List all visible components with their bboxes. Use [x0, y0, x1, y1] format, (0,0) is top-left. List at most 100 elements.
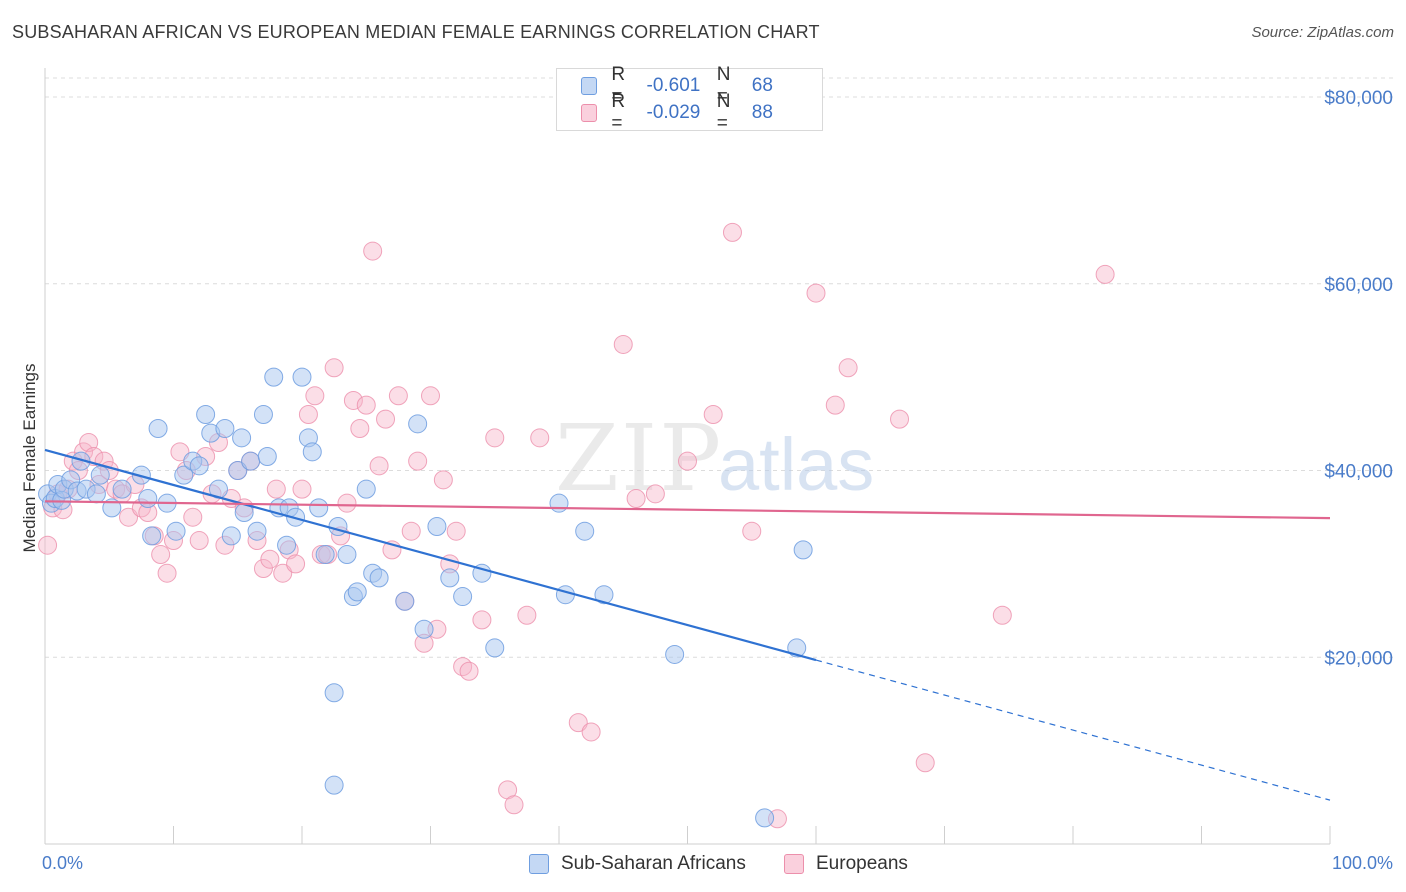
sub-saharan-point — [309, 498, 329, 518]
sub-saharan-point — [247, 521, 267, 541]
bottom-legend-item-blue: Sub-Saharan Africans — [529, 852, 746, 876]
europeans-point — [890, 409, 910, 429]
sub-saharan-point — [196, 404, 216, 424]
sub-saharan-point — [414, 619, 434, 639]
bottom-legend-item-pink: Europeans — [784, 852, 908, 876]
sub-saharan-point — [315, 545, 335, 565]
europeans-point — [992, 605, 1012, 625]
europeans-point — [504, 795, 524, 815]
sub-saharan-point — [549, 493, 569, 513]
bottom-legend-swatch-blue — [529, 854, 549, 874]
y-tick-label: $80,000 — [1324, 88, 1393, 109]
sub-saharan-trendline — [44, 448, 817, 662]
sub-saharan-point — [337, 545, 357, 565]
europeans-point — [266, 479, 286, 499]
sub-saharan-point — [277, 535, 297, 555]
europeans-point — [376, 409, 396, 429]
europeans-point — [472, 610, 492, 630]
europeans-point — [363, 241, 383, 261]
sub-saharan-point — [755, 808, 775, 828]
sub-saharan-point — [665, 644, 685, 664]
sub-saharan-trendline-extension — [815, 659, 1331, 801]
y-tick-label: $60,000 — [1324, 275, 1393, 296]
legend-swatch-pink — [581, 104, 598, 122]
sub-saharan-point — [395, 591, 415, 611]
legend-n-value: 68 — [751, 75, 773, 96]
legend-r-label: R = — [611, 91, 626, 134]
europeans-point — [292, 479, 312, 499]
sub-saharan-point — [324, 683, 344, 703]
gridlines — [45, 77, 1393, 658]
europeans-point — [645, 484, 665, 504]
sub-saharan-point — [408, 414, 428, 434]
europeans-trendline — [44, 500, 1331, 520]
europeans-point — [253, 559, 273, 579]
legend-n-label: N = — [716, 91, 731, 134]
europeans-point — [459, 661, 479, 681]
sub-saharan-point — [328, 517, 348, 537]
europeans-point — [324, 358, 344, 378]
legend-r-value: -0.601 — [646, 75, 701, 96]
europeans-point — [703, 404, 723, 424]
x-tick-label: 0.0% — [42, 853, 83, 873]
sub-saharan-point — [253, 404, 273, 424]
europeans-point — [401, 521, 421, 541]
sub-saharan-point — [292, 367, 312, 387]
chart-title: SUBSAHARAN AFRICAN VS EUROPEAN MEDIAN FE… — [12, 22, 820, 42]
europeans-point — [446, 521, 466, 541]
bottom-legend-swatch-pink — [784, 854, 804, 874]
europeans-point — [825, 395, 845, 415]
legend-row-pink: R = -0.029 N = 88 — [581, 91, 822, 134]
sub-saharan-point — [90, 465, 110, 485]
sub-saharan-point — [148, 418, 168, 438]
legend-n-value: 88 — [751, 102, 773, 123]
sub-saharan-point — [440, 568, 460, 588]
sub-saharan-point — [138, 489, 158, 509]
sub-saharan-point — [174, 465, 194, 485]
chart-source: Source: ZipAtlas.com — [1251, 24, 1394, 41]
sub-saharan-point — [324, 775, 344, 795]
legend-r-value: -0.029 — [646, 102, 701, 123]
legend-row-blue: R = -0.601 N = 68 — [581, 64, 822, 107]
y-tick-label: $20,000 — [1324, 648, 1393, 669]
europeans-point — [119, 507, 139, 527]
sub-saharan-point — [189, 456, 209, 476]
sub-saharan-point — [232, 428, 252, 448]
europeans-point — [581, 722, 601, 742]
legend-n-label: N = — [716, 64, 731, 107]
europeans-point — [350, 418, 370, 438]
sub-saharan-point — [142, 526, 162, 546]
europeans-point — [305, 386, 325, 406]
trendlines — [44, 448, 1331, 801]
x-tick-label: 100.0% — [1332, 853, 1393, 873]
europeans-point — [388, 386, 408, 406]
europeans-point — [298, 404, 318, 424]
europeans-point — [408, 451, 428, 471]
europeans-point — [838, 358, 858, 378]
europeans-point — [433, 470, 453, 490]
europeans-point — [343, 390, 363, 410]
legend-r-label: R = — [611, 64, 626, 107]
europeans-point — [260, 549, 280, 569]
sub-saharan-point — [264, 367, 284, 387]
europeans-point — [568, 713, 588, 733]
europeans-point — [485, 428, 505, 448]
watermark-zip: ZIP — [555, 405, 723, 512]
sub-saharan-point — [356, 479, 376, 499]
y-axis-label: Median Female Earnings — [20, 364, 39, 553]
sub-saharan-point — [166, 521, 186, 541]
europeans-point — [742, 521, 762, 541]
tick-labels: $20,000 $40,000 $60,000 $80,000 0.0% 100.0% — [42, 88, 1393, 873]
europeans-point — [79, 432, 99, 452]
sub-saharan-point — [369, 568, 389, 588]
sub-saharan-point — [228, 461, 248, 480]
sub-saharan-point — [302, 442, 322, 462]
europeans-point — [286, 554, 306, 574]
sub-saharan-point — [221, 526, 241, 546]
bottom-legend-label-blue: Sub-Saharan Africans — [561, 853, 746, 874]
europeans-point — [530, 428, 550, 448]
sub-saharan-point — [787, 638, 807, 658]
bottom-legend-label-pink: Europeans — [816, 853, 908, 874]
europeans-point — [151, 545, 171, 565]
